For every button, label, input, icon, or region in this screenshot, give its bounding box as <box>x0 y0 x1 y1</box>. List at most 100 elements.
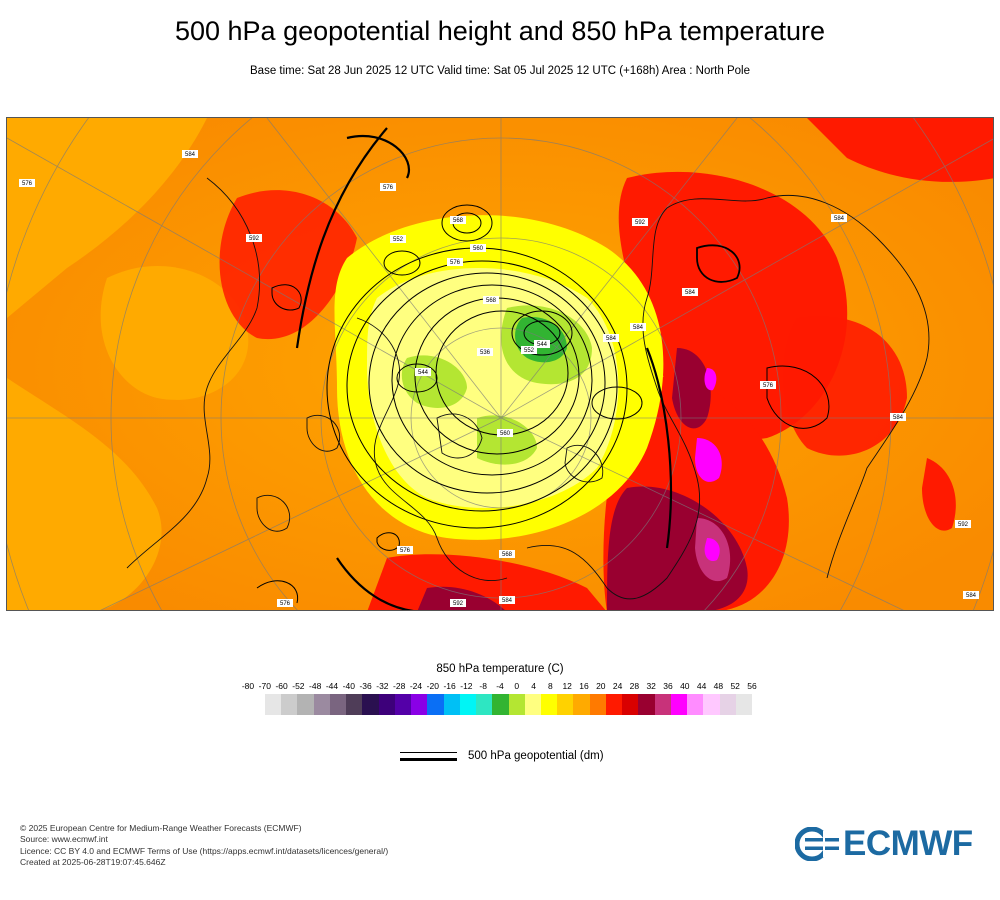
svg-text:536: 536 <box>480 350 491 356</box>
svg-text:576: 576 <box>383 185 394 191</box>
contour-label: 560 <box>470 244 486 252</box>
svg-text:584: 584 <box>834 216 845 222</box>
svg-text:584: 584 <box>633 325 644 331</box>
contour-label: 592 <box>246 234 262 242</box>
contour-label: 568 <box>483 296 499 304</box>
colorbar-tick-label: -12 <box>460 681 473 691</box>
svg-text:592: 592 <box>249 236 260 242</box>
colorbar-swatch <box>281 694 298 715</box>
colorbar-swatch <box>622 694 639 715</box>
colorbar-swatch <box>492 694 509 715</box>
svg-text:576: 576 <box>22 181 33 187</box>
geopotential-legend-label: 500 hPa geopotential (dm) <box>468 750 604 762</box>
colorbar-tick-label: -44 <box>325 681 339 691</box>
colorbar-tick-label: -52 <box>292 681 305 691</box>
colorbar-swatch <box>589 694 606 715</box>
colorbar-tick-label: -48 <box>309 681 322 691</box>
temperature-field-zone <box>695 438 722 482</box>
contour-label: 576 <box>19 179 35 187</box>
contour-label: 584 <box>630 323 646 331</box>
contour-label: 584 <box>499 596 515 604</box>
colorbar-tick-label: 4 <box>531 681 536 691</box>
svg-text:568: 568 <box>502 552 513 558</box>
chart-title: 500 hPa geopotential height and 850 hPa … <box>174 16 825 46</box>
svg-text:576: 576 <box>763 383 774 389</box>
colorbar-swatch <box>427 694 444 715</box>
colorbar-swatch <box>459 694 477 715</box>
contour-label: 568 <box>450 216 466 224</box>
svg-text:560: 560 <box>473 246 484 252</box>
colorbar-swatch <box>329 694 347 715</box>
temperature-field-zone <box>672 348 711 429</box>
source-text: Source: www.ecmwf.int <box>20 834 108 845</box>
svg-text:568: 568 <box>453 218 464 224</box>
temperature-legend-ticks: -80 -70 -60 -52 -48 -44 -40 -36 -32 -28 -24 -20 -16-… <box>0 681 1000 693</box>
colorbar-tick-label: 20 <box>596 681 606 691</box>
colorbar-swatch <box>638 694 655 715</box>
colorbar-swatch <box>573 694 590 715</box>
svg-text:592: 592 <box>453 601 464 607</box>
colorbar-swatch <box>540 694 558 715</box>
geopotential-contours <box>256 127 830 610</box>
colorbar-swatch <box>378 694 395 715</box>
temperature-field-zone <box>7 378 162 610</box>
svg-text:560: 560 <box>500 431 511 437</box>
contour-label: 576 <box>277 599 293 607</box>
temperature-field-zone <box>417 586 505 610</box>
colorbar-tick-label: -20 <box>426 681 439 691</box>
svg-text:584: 584 <box>502 598 513 604</box>
contour-label: 584 <box>603 334 619 342</box>
colorbar-swatch <box>735 694 753 715</box>
geopotential-line-sample <box>400 749 457 763</box>
colorbar-tick-label: 52 <box>730 681 740 691</box>
colorbar-tick-label: -80 <box>241 681 255 691</box>
colorbar-swatch <box>687 694 704 715</box>
copyright-text: © 2025 European Centre for Medium-Range … <box>20 823 302 833</box>
colorbar-tick-label: -4 <box>496 681 504 691</box>
svg-text:552: 552 <box>393 237 404 243</box>
colorbar-tick-label: 28 <box>629 681 640 691</box>
svg-text:592: 592 <box>635 220 646 226</box>
colorbar-tick-label: 8 <box>548 681 553 691</box>
temperature-field-zone <box>783 316 907 456</box>
colorbar-swatch <box>313 694 330 715</box>
temperature-field-zone <box>922 458 956 531</box>
svg-text:576: 576 <box>280 601 291 607</box>
contour-label: 576 <box>397 546 413 554</box>
footer: © 2025 European Centre for Medium-Range … <box>20 823 388 869</box>
svg-text:584: 584 <box>966 593 977 599</box>
svg-text:544: 544 <box>418 370 429 376</box>
contour-label: 544 <box>415 368 431 376</box>
contour-label: 584 <box>963 591 979 599</box>
colorbar-swatch <box>362 694 379 715</box>
contour-label: 584 <box>831 214 847 222</box>
contour-label: 576 <box>380 183 396 191</box>
colorbar-tick-label: -16 <box>443 681 456 691</box>
svg-text:552: 552 <box>524 348 535 354</box>
contour-label: 576 <box>447 258 463 266</box>
colorbar-tick-label: 36 <box>663 681 673 691</box>
colorbar-tick-label: -8 <box>479 681 487 691</box>
colorbar-tick-label: 44 <box>696 681 707 691</box>
map-canvas: 552 568 560 576 568 576 584 552 544 536 … <box>7 118 993 610</box>
contour-label: 592 <box>632 218 648 226</box>
contour-label: 552 <box>390 235 406 243</box>
svg-text:584: 584 <box>893 415 904 421</box>
contour-label: 536 <box>477 348 493 356</box>
colorbar-tick-label: -36 <box>359 681 372 691</box>
colorbar-tick-label: 16 <box>579 681 589 691</box>
colorbar-swatch <box>524 694 541 715</box>
colorbar-tick-label: -70 <box>258 681 271 691</box>
contour-label: 592 <box>450 599 466 607</box>
svg-text:568: 568 <box>486 298 497 304</box>
contour-label: 584 <box>890 413 906 421</box>
temperature-field-zone <box>7 118 207 318</box>
svg-text:544: 544 <box>537 342 548 348</box>
ecmwf-logo: ECMWF <box>795 824 973 863</box>
colorbar-swatch <box>476 694 493 715</box>
contour-label: 584 <box>182 150 198 158</box>
colorbar-tick-label: 32 <box>646 681 656 691</box>
svg-text:584: 584 <box>185 152 196 158</box>
colorbar-tick-label: -28 <box>393 681 406 691</box>
colorbar-tick-label: 24 <box>612 681 623 691</box>
